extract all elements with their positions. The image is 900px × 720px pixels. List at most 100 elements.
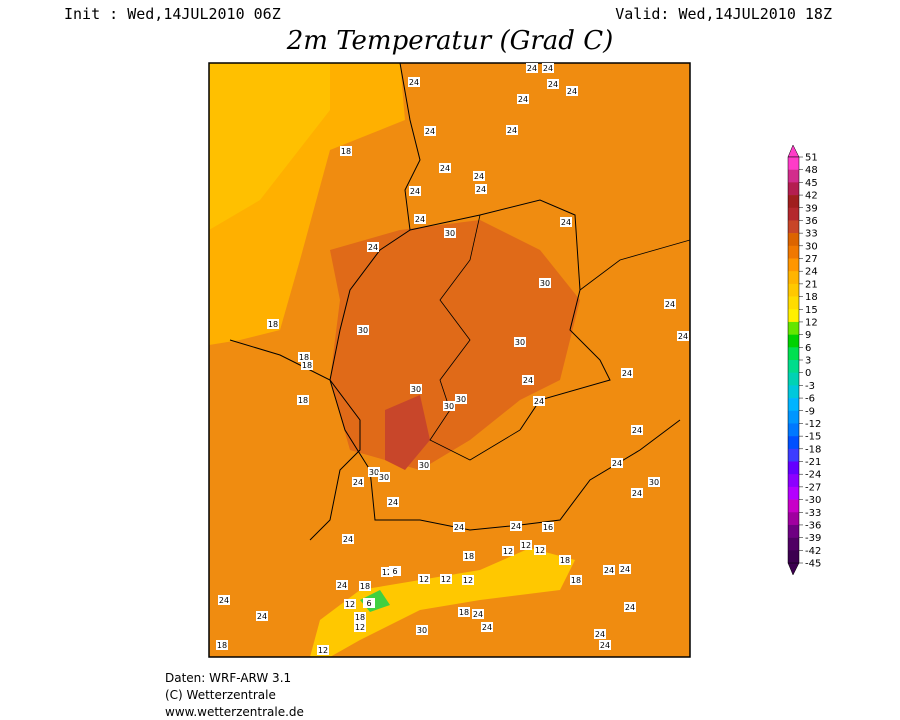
contour-label: 24 bbox=[337, 581, 347, 590]
contour-label: 24 bbox=[548, 80, 558, 89]
contour-label: 6 bbox=[392, 567, 397, 576]
contour-label-box bbox=[409, 186, 421, 196]
map bbox=[208, 62, 691, 658]
contour-label: 30 bbox=[379, 473, 389, 482]
border bbox=[229, 339, 361, 541]
contour-label-box bbox=[475, 184, 487, 194]
contour-label: 24 bbox=[600, 641, 610, 650]
contour-label-box bbox=[559, 555, 571, 565]
contour-label-box bbox=[547, 79, 559, 89]
contour-label: 24 bbox=[388, 498, 398, 507]
border bbox=[579, 239, 691, 291]
contour-label-box bbox=[473, 171, 485, 181]
colorbar-segment bbox=[788, 182, 799, 196]
colorbar-label: -15 bbox=[805, 432, 821, 443]
contour-label: 30 bbox=[358, 326, 368, 335]
contour-label-box bbox=[506, 125, 518, 135]
contour-label-box bbox=[534, 545, 546, 555]
contour-label-box bbox=[533, 396, 545, 406]
colorbar-label: -39 bbox=[805, 533, 821, 544]
contour-label-box bbox=[424, 126, 436, 136]
contour-label-box bbox=[455, 394, 467, 404]
colorbar-bottom bbox=[787, 562, 800, 576]
contour-label: 30 bbox=[444, 402, 454, 411]
contour-label-box bbox=[603, 565, 615, 575]
contour-label-box bbox=[621, 368, 633, 378]
contour-label: 24 bbox=[511, 522, 521, 531]
colorbar-label: 18 bbox=[805, 292, 818, 303]
contour-label-box bbox=[453, 522, 465, 532]
colorbar-segment bbox=[788, 169, 799, 183]
footer-line: www.wetterzentrale.de bbox=[165, 705, 304, 719]
contour-label-box bbox=[514, 337, 526, 347]
contour-label: 24 bbox=[353, 478, 363, 487]
contour-label: 18 bbox=[560, 556, 570, 565]
contour-label-box bbox=[664, 299, 676, 309]
colorbar-label: 30 bbox=[805, 241, 818, 252]
contour-label: 24 bbox=[410, 187, 420, 196]
colorbar-segment bbox=[788, 499, 799, 513]
contour-label: 24 bbox=[507, 126, 517, 135]
contour-label: 18 bbox=[298, 396, 308, 405]
contour-label: 12 bbox=[503, 547, 513, 556]
contour-label: 12 bbox=[345, 600, 355, 609]
contour-label-box bbox=[526, 63, 538, 73]
contour-label-box bbox=[363, 598, 375, 608]
contour-label-box bbox=[566, 86, 578, 96]
border bbox=[429, 214, 521, 461]
contour-label-box bbox=[340, 146, 352, 156]
contour-label: 30 bbox=[456, 395, 466, 404]
contour-label: 18 bbox=[341, 147, 351, 156]
colorbar-label: -36 bbox=[805, 520, 821, 531]
contour-label: 30 bbox=[419, 461, 429, 470]
contour-label-box bbox=[458, 607, 470, 617]
border bbox=[329, 62, 681, 531]
contour-label-box bbox=[444, 228, 456, 238]
contour-label-box bbox=[517, 94, 529, 104]
colorbar-segment bbox=[788, 334, 799, 348]
contour-label-box bbox=[542, 63, 554, 73]
contour-label: 30 bbox=[417, 626, 427, 635]
colorbar-label: 21 bbox=[805, 279, 818, 290]
colorbar-segment bbox=[788, 283, 799, 297]
colorbar-segment bbox=[788, 296, 799, 310]
colorbar-segment bbox=[788, 436, 799, 450]
contour-label-box bbox=[256, 611, 268, 621]
contour-label-box bbox=[389, 566, 401, 576]
colorbar-label: 15 bbox=[805, 305, 818, 316]
contour-label-box bbox=[677, 331, 689, 341]
colorbar-label: -42 bbox=[805, 546, 821, 557]
colorbar-label: -24 bbox=[805, 470, 821, 481]
colorbar-label: 36 bbox=[805, 216, 818, 227]
map-frame bbox=[208, 62, 691, 658]
contour-label: 24 bbox=[534, 397, 544, 406]
contour-label: 16 bbox=[543, 523, 553, 532]
contour-label-box bbox=[570, 575, 582, 585]
contour-label: 24 bbox=[561, 218, 571, 227]
contour-label-box bbox=[344, 599, 356, 609]
contour-label: 12 bbox=[382, 568, 392, 577]
contour-label-box bbox=[336, 580, 348, 590]
contour-label-box bbox=[611, 458, 623, 468]
contour-label: 24 bbox=[665, 300, 675, 309]
contour-label-box bbox=[367, 242, 379, 252]
colorbar-segment bbox=[788, 372, 799, 386]
colorbar-segment bbox=[788, 410, 799, 424]
contour-label: 24 bbox=[473, 610, 483, 619]
colorbar-segment bbox=[788, 398, 799, 412]
contour-label-box bbox=[298, 352, 310, 362]
contour-label-box bbox=[463, 551, 475, 561]
colorbar-label: -45 bbox=[805, 559, 821, 570]
contour-label-box bbox=[357, 325, 369, 335]
colorbar-label: 24 bbox=[805, 267, 818, 278]
contour-label: 24 bbox=[219, 596, 229, 605]
contour-label-box bbox=[439, 163, 451, 173]
colorbar-segment bbox=[788, 550, 799, 564]
colorbar-segment bbox=[788, 271, 799, 285]
contour-label: 6 bbox=[366, 599, 371, 608]
alps-cool bbox=[310, 548, 575, 657]
colorbar-label: 6 bbox=[805, 343, 811, 354]
colorbar-label: 0 bbox=[805, 368, 811, 379]
contour-label: 18 bbox=[302, 361, 312, 370]
contour-label-box bbox=[542, 522, 554, 532]
